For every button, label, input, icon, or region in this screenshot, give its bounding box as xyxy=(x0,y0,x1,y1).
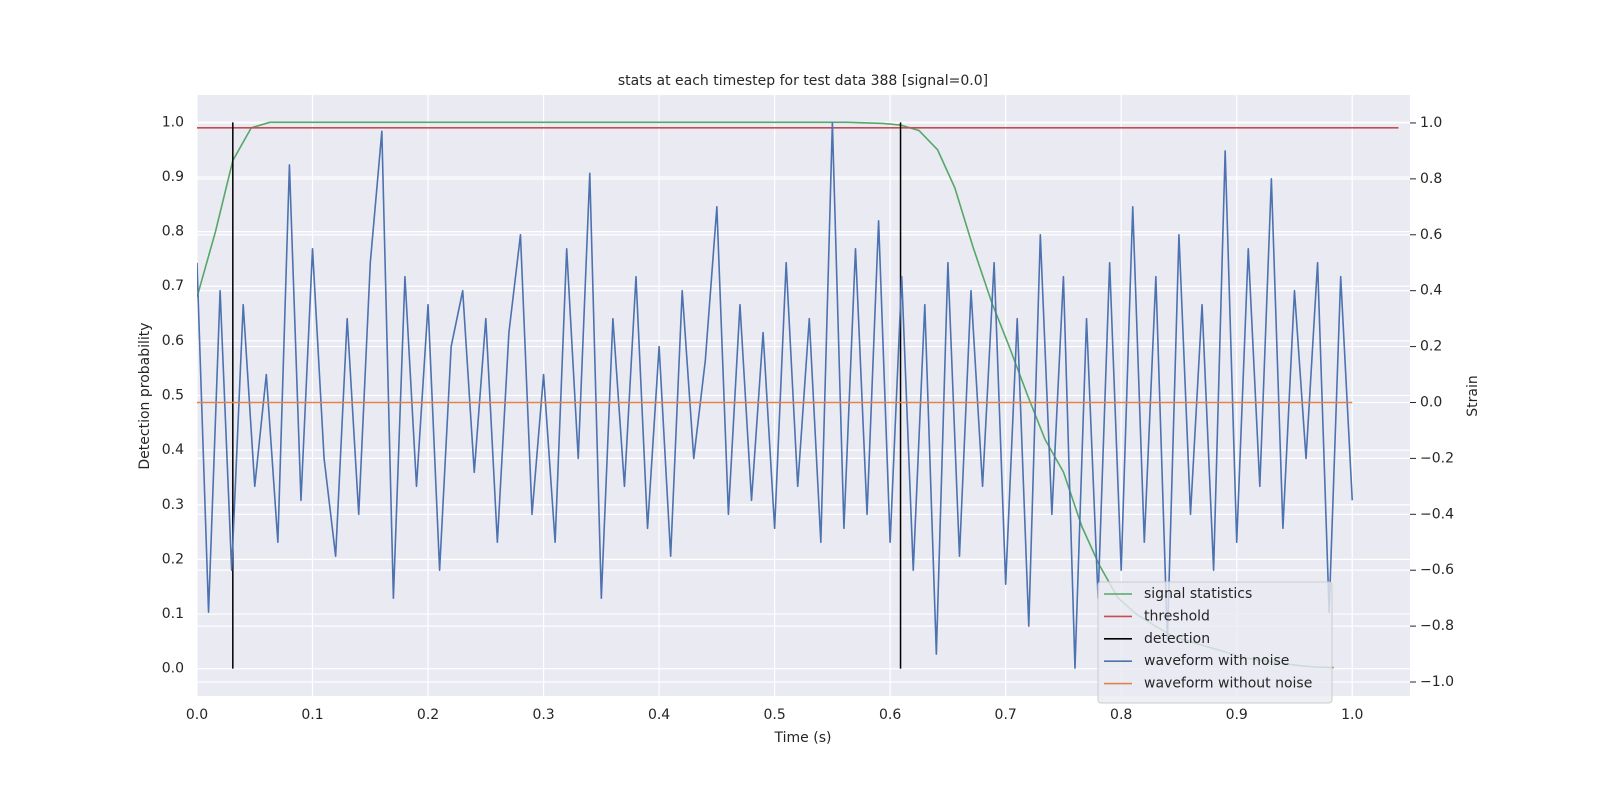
x-tick-label: 0.6 xyxy=(879,707,901,723)
y2-axis-label: Strain xyxy=(1465,375,1481,416)
x-tick-label: 0.3 xyxy=(532,707,554,723)
y2-tick-label: 0.6 xyxy=(1420,227,1442,243)
y-tick-label: 0.6 xyxy=(162,333,184,349)
x-tick-label: 1.0 xyxy=(1341,707,1363,723)
x-tick-label: 0.5 xyxy=(763,707,785,723)
legend-label: detection xyxy=(1144,631,1210,647)
y-tick-label: 0.4 xyxy=(162,442,184,458)
y-tick-label: 0.5 xyxy=(162,388,184,404)
y2-tick-label: −0.8 xyxy=(1420,618,1454,634)
x-tick-label: 0.8 xyxy=(1110,707,1132,723)
y-tick-label: 0.3 xyxy=(162,497,184,513)
chart-title: stats at each timestep for test data 388… xyxy=(618,73,988,89)
legend-label: waveform with noise xyxy=(1144,653,1289,669)
y2-tick-label: −0.4 xyxy=(1420,506,1454,522)
y-tick-label: 1.0 xyxy=(162,114,184,130)
y2-tick-label: 1.0 xyxy=(1420,115,1442,131)
x-tick-label: 0.2 xyxy=(417,707,439,723)
x-tick-label: 0.4 xyxy=(648,707,670,723)
y2-tick-label: 0.8 xyxy=(1420,171,1442,187)
y-tick-label: 0.7 xyxy=(162,278,184,294)
x-axis-label: Time (s) xyxy=(774,730,832,746)
y-tick-label: 0.8 xyxy=(162,224,184,240)
y2-tick-label: −0.6 xyxy=(1420,562,1454,578)
legend-label: threshold xyxy=(1144,608,1210,624)
x-tick-label: 0.0 xyxy=(186,707,208,723)
legend-frame xyxy=(1097,581,1333,704)
x-tick-label: 0.7 xyxy=(995,707,1017,723)
series-line xyxy=(197,122,1354,669)
y2-tick-label: −0.2 xyxy=(1420,450,1454,466)
legend-label: signal statistics xyxy=(1144,586,1252,602)
y-tick-label: 0.0 xyxy=(162,661,184,677)
y2-tick-label: 0.2 xyxy=(1420,339,1442,355)
legend-label: waveform without noise xyxy=(1144,676,1312,692)
y-tick-label: 0.9 xyxy=(162,169,184,185)
y2-tick-label: 0.4 xyxy=(1420,283,1442,299)
legend: signal statistics threshold detection wavef… xyxy=(1097,581,1333,704)
y2-tick-label: 0.0 xyxy=(1420,394,1442,410)
y2-tick-label: −1.0 xyxy=(1420,674,1454,690)
y-axis-label: Detection probability xyxy=(137,322,153,469)
x-tick-label: 0.1 xyxy=(301,707,323,723)
y-tick-label: 0.1 xyxy=(162,606,184,622)
x-tick-label: 0.9 xyxy=(1226,707,1248,723)
y-tick-label: 0.2 xyxy=(162,551,184,567)
